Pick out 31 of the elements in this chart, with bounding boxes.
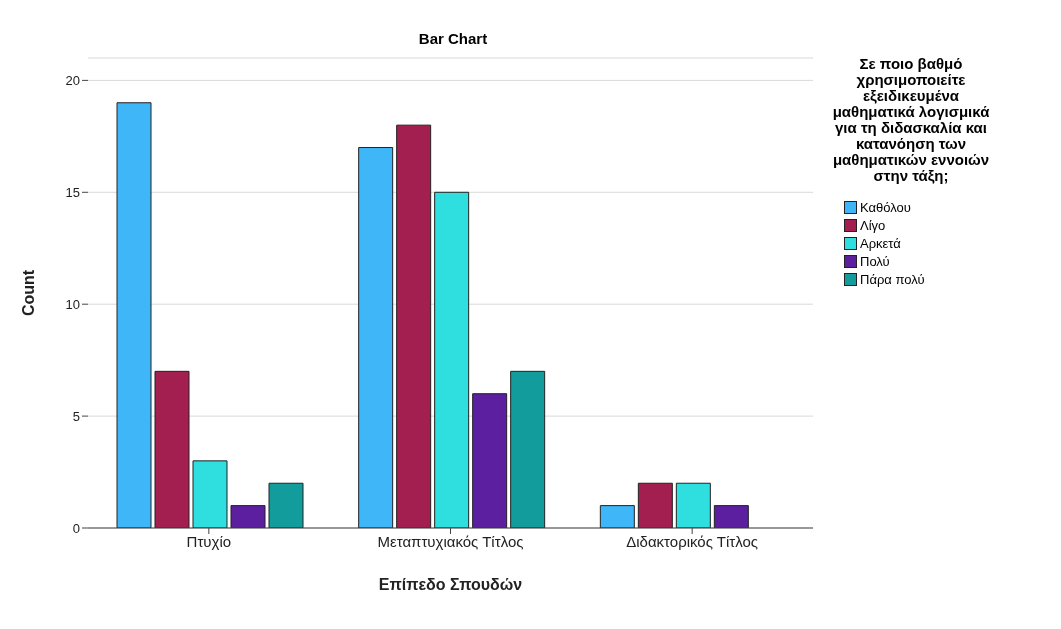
y-tick-label: 10 xyxy=(65,296,80,312)
bar xyxy=(396,124,432,528)
legend-label: Πολύ xyxy=(860,253,890,269)
legend-label: Λίγο xyxy=(860,217,886,233)
x-tick-label: Μεταπτυχιακός Τίτλος xyxy=(377,532,524,550)
bar xyxy=(192,460,228,528)
y-tick-label: 20 xyxy=(65,73,80,88)
legend-label: Πάρα πολύ xyxy=(860,271,925,287)
bar xyxy=(268,482,304,528)
y-axis-title: Count xyxy=(19,269,37,317)
bar xyxy=(599,505,635,528)
legend-title: Σε ποιο βαθμό χρησιμοποιείτε εξειδικευμένα μαθηματικά λογισμικά για τη διδασκαλία και κατανόηση των μαθηματικών εννοιών στην τάξη; xyxy=(831,55,991,184)
bar xyxy=(472,393,508,528)
bar xyxy=(434,191,470,528)
y-tick-label: 5 xyxy=(72,408,80,424)
y-tick-label: 15 xyxy=(65,184,80,200)
legend-label: Καθόλου xyxy=(860,199,911,215)
bar xyxy=(510,370,546,528)
legend-label: Αρκετά xyxy=(860,235,901,251)
chart-title: Bar Chart xyxy=(417,30,489,47)
bar xyxy=(637,482,673,528)
bar xyxy=(154,370,190,528)
bar xyxy=(675,482,711,528)
bar xyxy=(230,505,266,528)
bar xyxy=(116,102,152,528)
x-tick-label: Διδακτορικός Τίτλος xyxy=(626,532,759,550)
y-tick-label: 0 xyxy=(72,520,80,536)
bar xyxy=(713,505,749,528)
x-axis-title: Επίπεδο Σπουδών xyxy=(378,576,523,593)
x-tick-label: Πτυχίο xyxy=(186,532,232,550)
bar xyxy=(358,147,394,528)
